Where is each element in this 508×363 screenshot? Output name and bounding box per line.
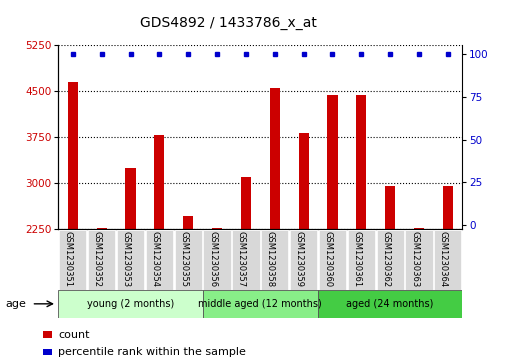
Bar <box>43 331 52 338</box>
Bar <box>299 133 309 229</box>
Bar <box>241 177 251 229</box>
Bar <box>385 186 395 229</box>
Bar <box>154 135 165 229</box>
FancyBboxPatch shape <box>319 230 346 290</box>
FancyBboxPatch shape <box>59 230 86 290</box>
Bar <box>270 87 280 229</box>
Text: GDS4892 / 1433786_x_at: GDS4892 / 1433786_x_at <box>140 16 317 30</box>
FancyBboxPatch shape <box>204 230 231 290</box>
FancyBboxPatch shape <box>88 230 115 290</box>
Text: GSM1230364: GSM1230364 <box>439 231 448 287</box>
Text: young (2 months): young (2 months) <box>87 299 174 309</box>
Bar <box>414 228 424 229</box>
FancyBboxPatch shape <box>290 230 317 290</box>
FancyBboxPatch shape <box>405 230 433 290</box>
Text: age: age <box>5 299 26 309</box>
Text: GSM1230356: GSM1230356 <box>208 231 217 287</box>
Text: GSM1230354: GSM1230354 <box>150 231 160 287</box>
FancyBboxPatch shape <box>434 230 461 290</box>
Text: middle aged (12 months): middle aged (12 months) <box>199 299 322 309</box>
Bar <box>328 95 337 229</box>
FancyBboxPatch shape <box>232 230 260 290</box>
Bar <box>97 228 107 229</box>
FancyBboxPatch shape <box>117 230 144 290</box>
Bar <box>212 228 222 229</box>
Text: aged (24 months): aged (24 months) <box>346 299 434 309</box>
Bar <box>58 290 203 318</box>
Bar <box>356 95 366 229</box>
Bar <box>125 168 136 229</box>
Bar <box>203 290 318 318</box>
FancyBboxPatch shape <box>146 230 173 290</box>
FancyBboxPatch shape <box>376 230 404 290</box>
Text: GSM1230362: GSM1230362 <box>381 231 390 287</box>
Bar <box>43 349 52 355</box>
FancyBboxPatch shape <box>175 230 202 290</box>
FancyBboxPatch shape <box>347 230 375 290</box>
Text: GSM1230357: GSM1230357 <box>237 231 246 287</box>
Bar <box>68 82 78 229</box>
Text: count: count <box>58 330 90 340</box>
Bar <box>318 290 462 318</box>
Text: GSM1230361: GSM1230361 <box>353 231 361 287</box>
Text: GSM1230353: GSM1230353 <box>121 231 131 287</box>
Bar <box>443 186 453 229</box>
Text: GSM1230351: GSM1230351 <box>64 231 73 287</box>
Text: GSM1230355: GSM1230355 <box>179 231 188 287</box>
Text: GSM1230359: GSM1230359 <box>295 231 304 287</box>
Bar <box>183 216 193 229</box>
Text: GSM1230352: GSM1230352 <box>92 231 102 287</box>
Text: percentile rank within the sample: percentile rank within the sample <box>58 347 246 357</box>
Text: GSM1230360: GSM1230360 <box>324 231 332 287</box>
FancyBboxPatch shape <box>261 230 289 290</box>
Text: GSM1230363: GSM1230363 <box>410 231 419 287</box>
Text: GSM1230358: GSM1230358 <box>266 231 275 287</box>
